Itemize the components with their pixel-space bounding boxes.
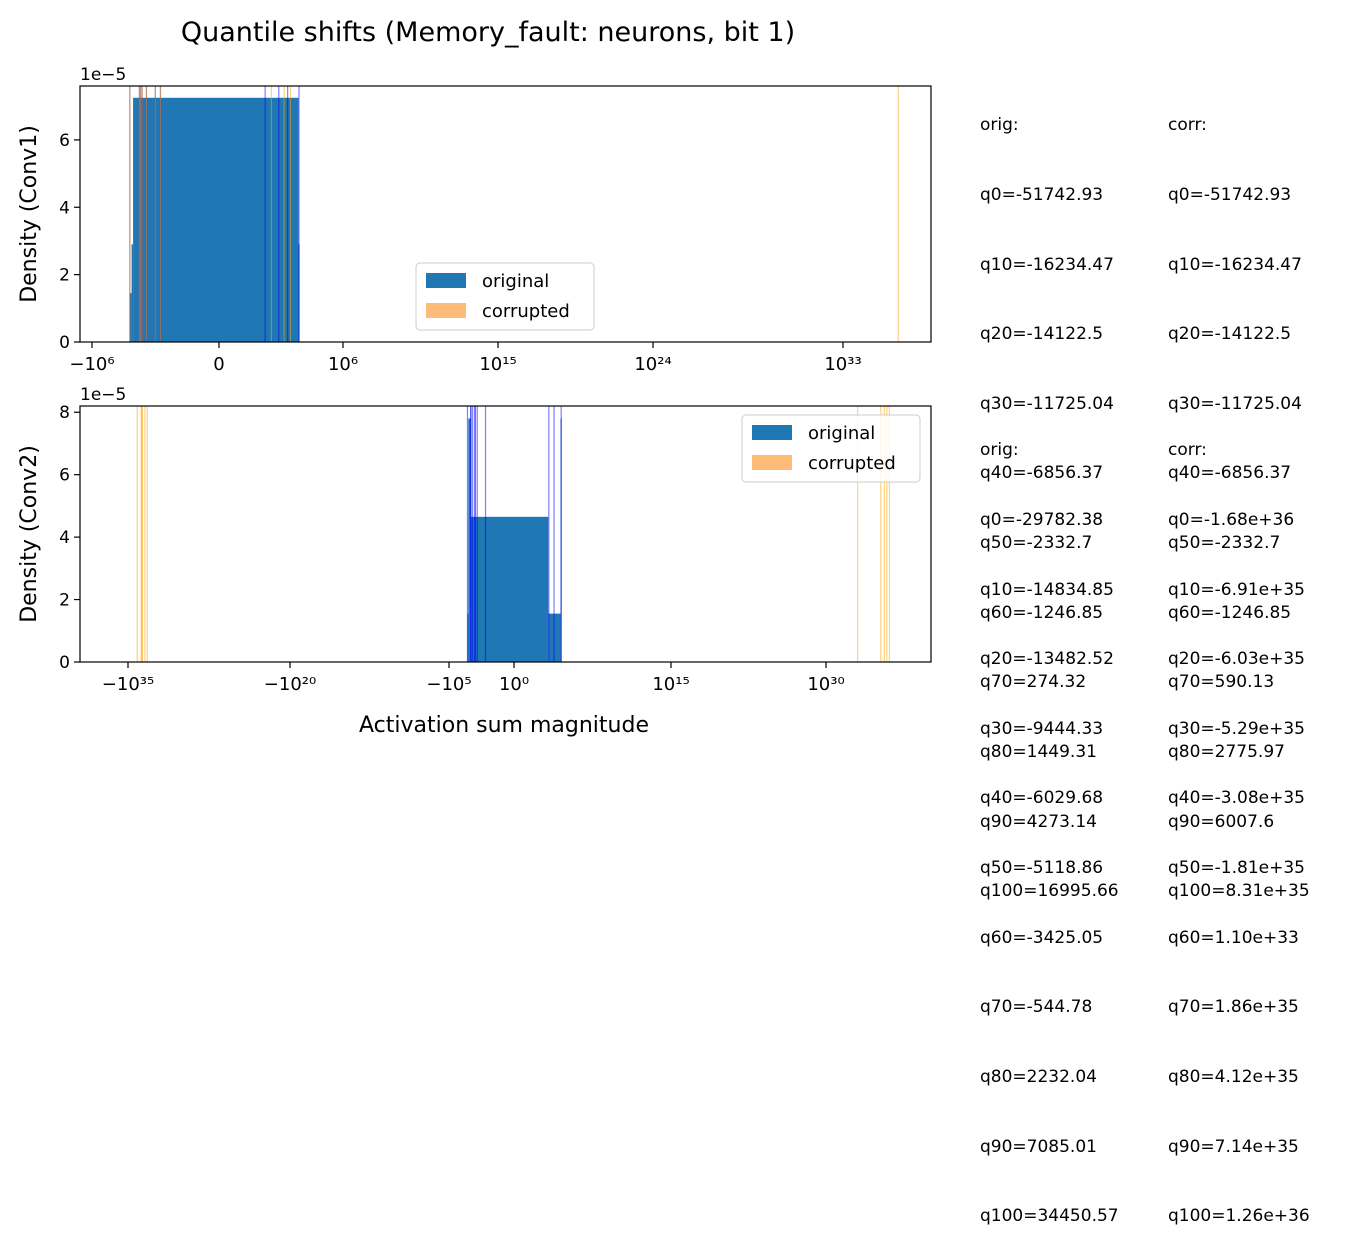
- y-axis-label: Density (Conv1): [17, 125, 42, 303]
- histogram-bar-original: [470, 516, 549, 662]
- y-axis-multiplier: 1e−5: [80, 385, 126, 405]
- legend-swatch-corrupted: [752, 455, 792, 470]
- histogram-bar-original: [133, 97, 299, 342]
- x-tick-label: −10⁵: [426, 674, 471, 695]
- side-line: q0=-29782.38: [980, 510, 1104, 531]
- side-line: orig:: [980, 440, 1019, 461]
- side-corr-column-conv2: corr: q0=-1.68e+36 q10=-6.91e+35 q20=-6.…: [1168, 393, 1310, 1252]
- side-line: q10=-16234.47: [980, 254, 1114, 275]
- side-line: q70=274.32: [980, 672, 1087, 693]
- side-line: q70=-544.78: [980, 997, 1093, 1018]
- y-tick-label: 2: [59, 591, 70, 611]
- side-line: q0=-1.68e+36: [1168, 510, 1295, 531]
- y-tick-label: 4: [59, 198, 70, 218]
- y-tick-label: 0: [59, 333, 70, 353]
- histogram-bar-original: [129, 293, 132, 342]
- axes-frame: [79, 405, 932, 663]
- side-orig-column-conv2: orig: q0=-29782.38 q10=-14834.85 q20=-13…: [980, 393, 1119, 1252]
- x-tick-label: −10³⁵: [102, 674, 154, 695]
- x-tick-label: 0: [213, 354, 224, 375]
- legend-label-original: original: [482, 271, 549, 292]
- y-tick-label: 6: [59, 131, 70, 151]
- legend-label-corrupted: corrupted: [482, 301, 570, 322]
- side-line: q50=-2332.7: [1168, 533, 1281, 554]
- side-line: q20=-6.03e+35: [1168, 649, 1305, 670]
- x-tick-label: 10¹⁵: [479, 354, 516, 375]
- panel-conv2: 0 2 4 6 8 1e−5 −10³⁵ −10²⁰ −10⁵ 10⁰ 10¹⁵ 10³⁰ Densit…: [17, 385, 932, 695]
- side-line: q30=-11725.04: [1168, 393, 1302, 414]
- y-tick-label: 6: [59, 466, 70, 486]
- side-line: corr:: [1168, 440, 1207, 461]
- x-tick-label: −10⁶: [69, 354, 114, 375]
- side-line: q30=-5.29e+35: [1168, 718, 1305, 739]
- side-line: q60=-3425.05: [980, 927, 1104, 948]
- side-line: q60=-1246.85: [980, 602, 1104, 623]
- legend-swatch-original: [426, 273, 466, 288]
- side-line: q10=-16234.47: [1168, 254, 1302, 275]
- legend-label-corrupted: corrupted: [808, 453, 896, 474]
- side-line: q70=590.13: [1168, 672, 1275, 693]
- side-line: q40=-6856.37: [980, 463, 1104, 484]
- legend-swatch-corrupted: [426, 303, 466, 318]
- side-line: q0=-51742.93: [980, 185, 1104, 206]
- legend-label-original: original: [808, 423, 875, 444]
- side-line: q20=-14122.5: [980, 324, 1104, 345]
- side-line: q50=-1.81e+35: [1168, 858, 1305, 879]
- x-tick-label: −10²⁰: [264, 674, 316, 695]
- legend-swatch-original: [752, 425, 792, 440]
- y-tick-label: 0: [59, 653, 70, 673]
- side-line: q70=1.86e+35: [1168, 997, 1299, 1018]
- axes-frame: [79, 85, 932, 343]
- histogram-bar-original: [131, 244, 134, 342]
- side-line: q50=-2332.7: [980, 533, 1093, 554]
- legend: original corrupted: [415, 262, 595, 331]
- side-line: q20=-13482.52: [980, 649, 1114, 670]
- x-tick-label: 10²⁴: [634, 354, 671, 375]
- y-axis-multiplier: 1e−5: [80, 65, 126, 85]
- side-line: q30=-11725.04: [980, 393, 1114, 414]
- side-line: q30=-9444.33: [980, 718, 1104, 739]
- x-tick-label: 10¹⁵: [652, 674, 689, 695]
- y-axis-label: Density (Conv2): [17, 445, 42, 623]
- side-line: q40=-6029.68: [980, 788, 1104, 809]
- side-line: q10=-14834.85: [980, 579, 1114, 600]
- side-line: q80=2232.04: [980, 1066, 1097, 1087]
- side-line: q60=1.10e+33: [1168, 927, 1299, 948]
- side-line: q40=-6856.37: [1168, 463, 1292, 484]
- side-line: q90=7085.01: [980, 1136, 1097, 1157]
- y-tick-label: 2: [59, 266, 70, 286]
- side-line: q60=-1246.85: [1168, 602, 1292, 623]
- figure-title: Quantile shifts (Memory_fault: neurons, …: [181, 17, 795, 48]
- x-tick-label: 10³³: [824, 354, 861, 375]
- side-line: q20=-14122.5: [1168, 324, 1292, 345]
- legend: original corrupted: [741, 414, 921, 483]
- side-line: corr:: [1168, 115, 1207, 136]
- side-line: orig:: [980, 115, 1019, 136]
- y-tick-label: 8: [59, 403, 70, 423]
- side-line: q0=-51742.93: [1168, 185, 1292, 206]
- x-tick-label: 10⁶: [328, 354, 358, 375]
- side-line: q50=-5118.86: [980, 858, 1104, 879]
- side-line: q80=4.12e+35: [1168, 1066, 1299, 1087]
- x-axis-label: Activation sum magnitude: [359, 713, 649, 738]
- side-line: q10=-6.91e+35: [1168, 579, 1305, 600]
- x-tick-label: 10³⁰: [807, 674, 844, 695]
- y-tick-label: 4: [59, 528, 70, 548]
- side-line: q90=7.14e+35: [1168, 1136, 1299, 1157]
- figure: Quantile shifts (Memory_fault: neurons, …: [17, 17, 932, 738]
- side-line: q100=34450.57: [980, 1206, 1119, 1227]
- x-tick-label: 10⁰: [499, 674, 529, 695]
- side-line: q40=-3.08e+35: [1168, 788, 1305, 809]
- side-line: q100=1.26e+36: [1168, 1206, 1310, 1227]
- histogram-bar-original: [468, 418, 471, 662]
